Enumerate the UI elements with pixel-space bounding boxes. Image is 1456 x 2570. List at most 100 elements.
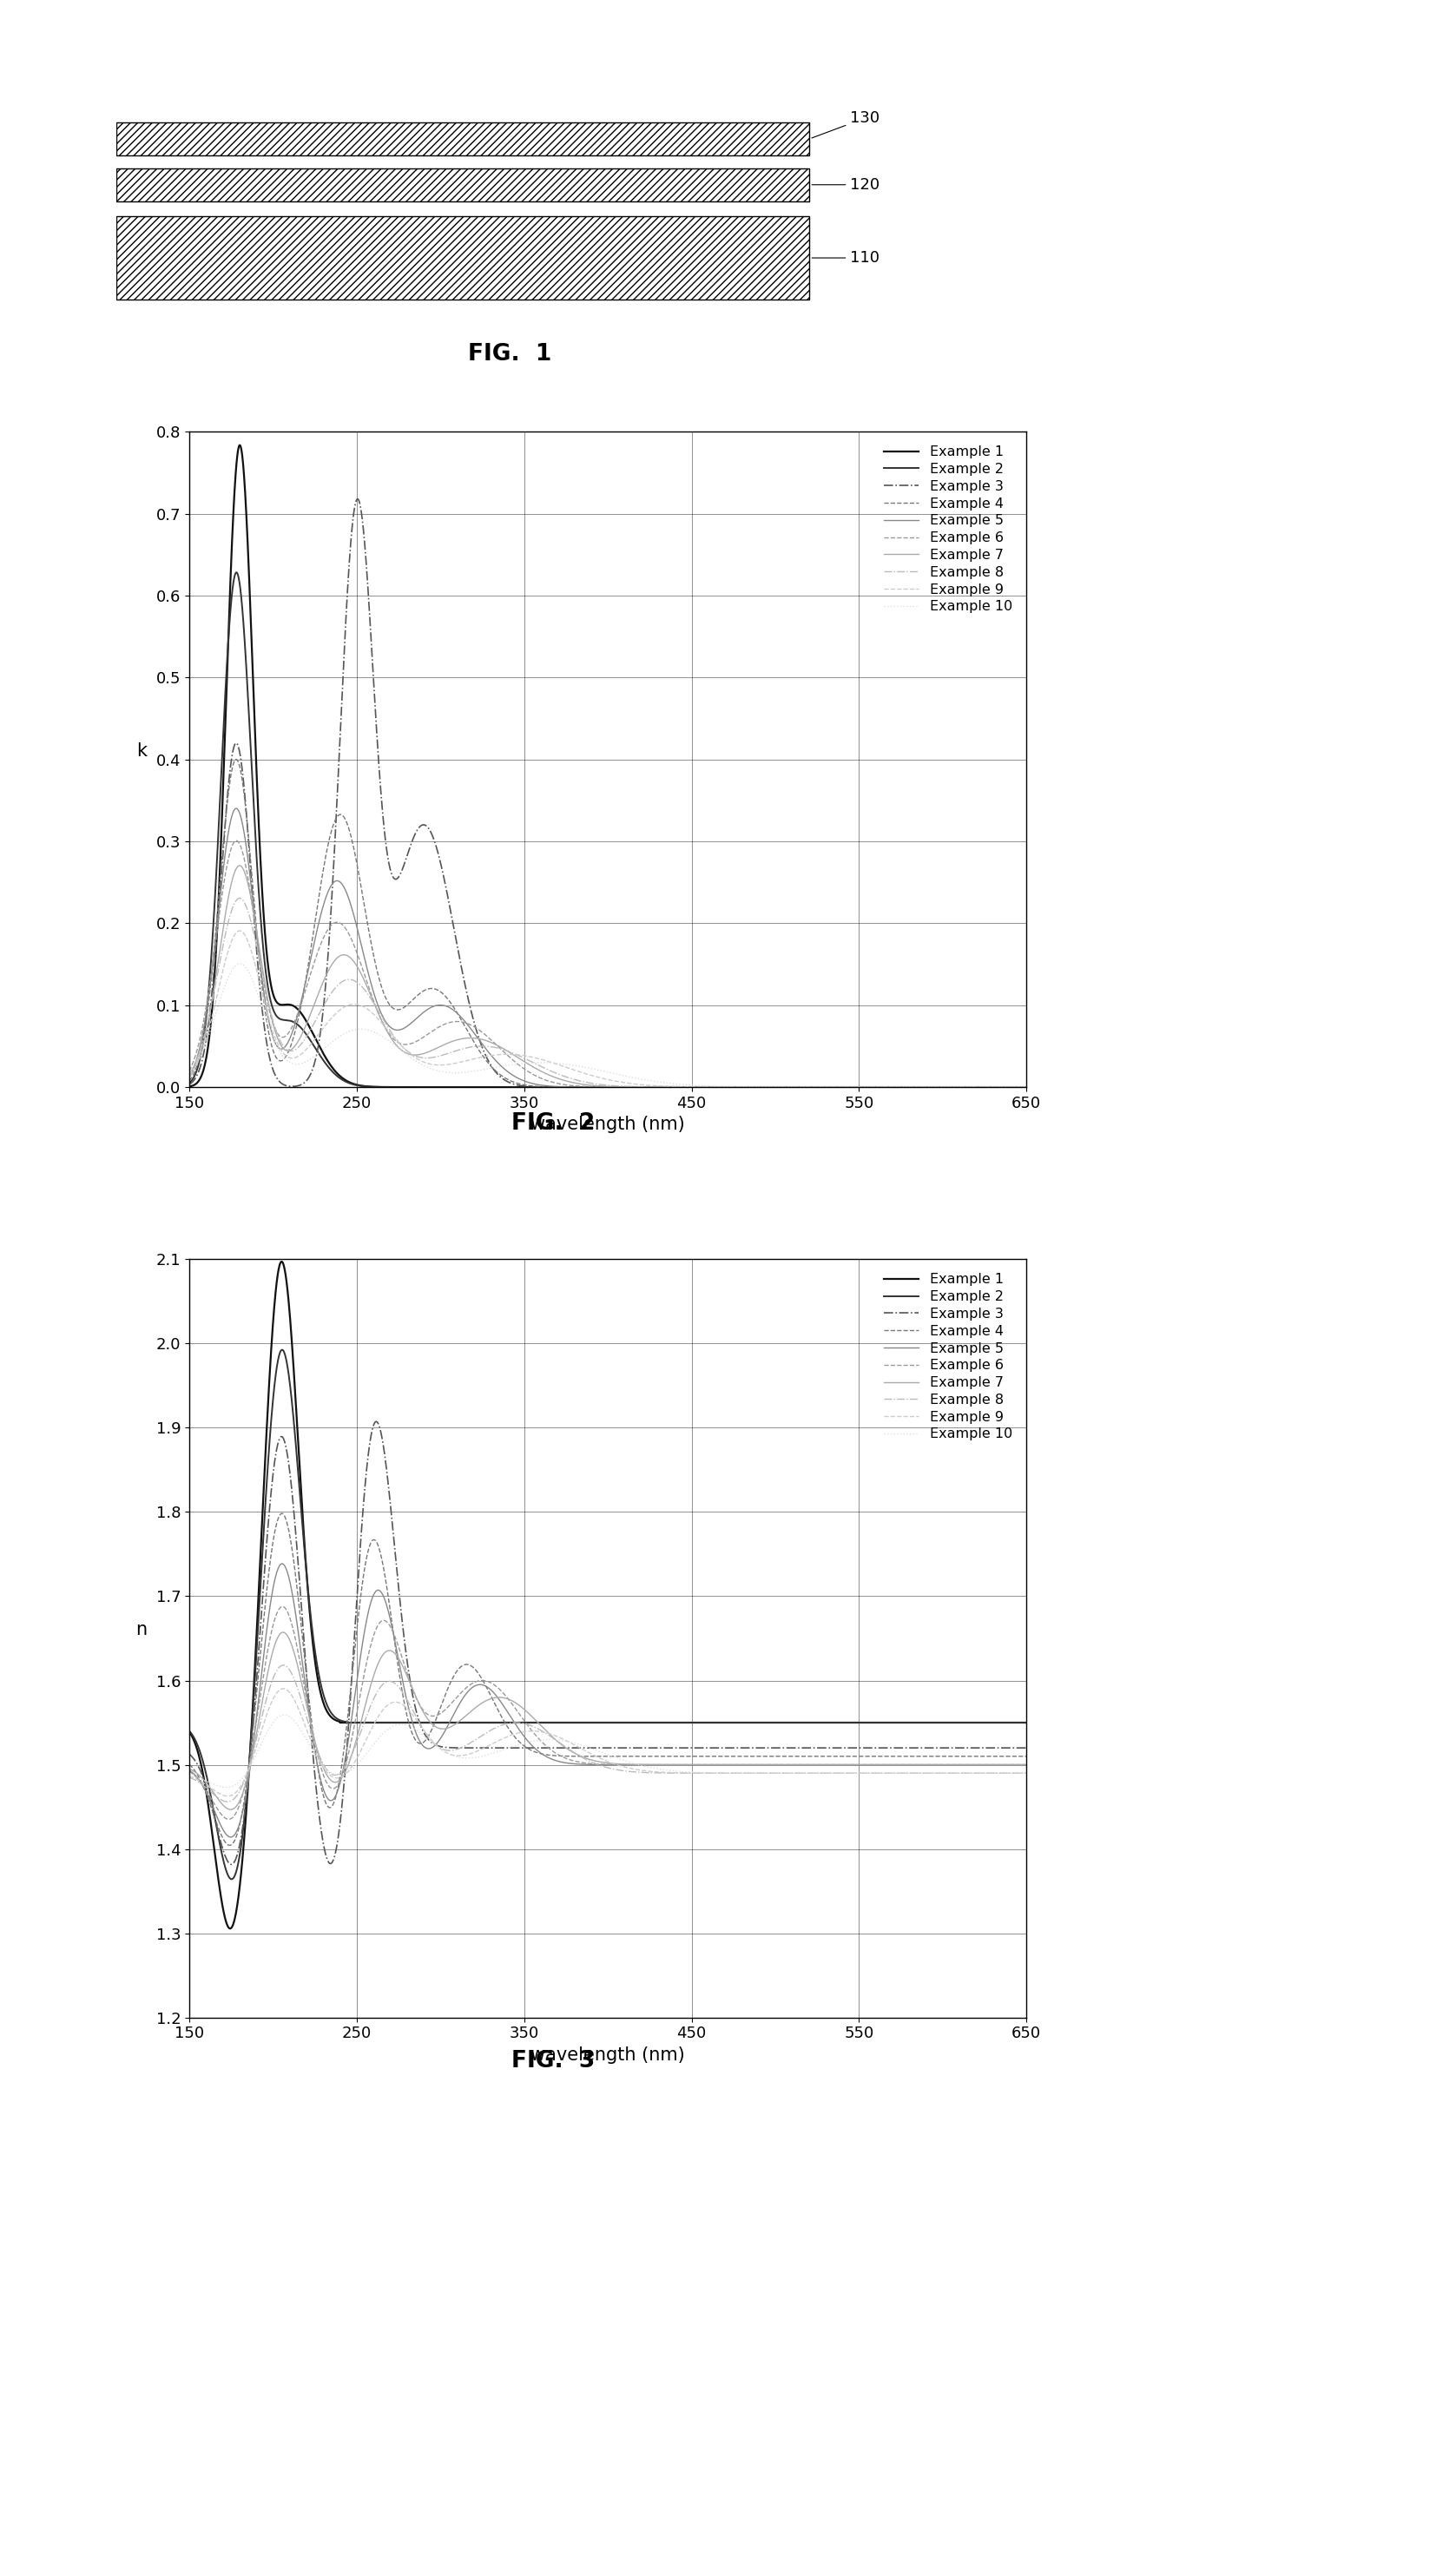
Example 5 bbox=[911, 1750, 929, 1781]
Example 4 bbox=[326, 1784, 344, 1814]
Example 2 bbox=[911, 1072, 929, 1103]
Example 1 bbox=[277, 1257, 294, 1288]
Example 7 bbox=[1002, 1072, 1019, 1103]
Y-axis label: n: n bbox=[135, 1622, 147, 1640]
Example 10 bbox=[1018, 1758, 1035, 1789]
Legend: Example 1, Example 2, Example 3, Example 4, Example 5, Example 6, Example 7, Exa: Example 1, Example 2, Example 3, Example… bbox=[877, 1267, 1019, 1447]
Example 8 bbox=[275, 1650, 293, 1681]
Example 9 bbox=[539, 1046, 556, 1077]
Line: Example 2: Example 2 bbox=[189, 1349, 1026, 1879]
Example 2 bbox=[502, 1072, 520, 1103]
Example 3 bbox=[349, 483, 367, 514]
Example 4 bbox=[1002, 1072, 1019, 1103]
Example 2 bbox=[539, 1706, 556, 1737]
Example 7 bbox=[232, 851, 249, 882]
Example 9 bbox=[1002, 1758, 1019, 1789]
Example 1 bbox=[539, 1706, 556, 1737]
Example 7 bbox=[1018, 1072, 1035, 1103]
Example 1 bbox=[272, 1246, 290, 1277]
Example 1 bbox=[326, 1704, 344, 1735]
Example 1 bbox=[911, 1706, 929, 1737]
Text: 130: 130 bbox=[812, 111, 879, 139]
Line: Example 1: Example 1 bbox=[189, 445, 1026, 1087]
Example 7 bbox=[277, 1036, 294, 1067]
Example 6 bbox=[277, 1020, 294, 1051]
Example 3 bbox=[502, 1067, 520, 1097]
Example 2 bbox=[1018, 1706, 1035, 1737]
Example 1 bbox=[502, 1706, 520, 1737]
Example 7 bbox=[181, 1061, 198, 1092]
Example 3 bbox=[911, 1732, 929, 1763]
Example 3 bbox=[277, 1069, 294, 1100]
Example 1 bbox=[326, 1056, 344, 1087]
Example 1 bbox=[1018, 1706, 1035, 1737]
Example 9 bbox=[911, 1072, 929, 1103]
Example 5 bbox=[277, 1031, 294, 1061]
FancyBboxPatch shape bbox=[116, 123, 810, 154]
Example 5 bbox=[502, 1059, 520, 1090]
Example 10 bbox=[181, 1059, 198, 1090]
Example 8 bbox=[539, 1054, 556, 1085]
Line: Example 10: Example 10 bbox=[189, 964, 1026, 1087]
Example 9 bbox=[232, 915, 249, 946]
Example 8 bbox=[502, 1706, 520, 1737]
Example 4 bbox=[1018, 1740, 1035, 1771]
Example 10 bbox=[1018, 1072, 1035, 1103]
Example 6 bbox=[220, 1804, 237, 1835]
Example 5 bbox=[326, 866, 344, 897]
Example 4 bbox=[1018, 1072, 1035, 1103]
Example 3 bbox=[911, 1072, 929, 1103]
Line: Example 5: Example 5 bbox=[189, 810, 1026, 1087]
Example 3 bbox=[539, 1732, 556, 1763]
Example 5 bbox=[277, 1552, 294, 1583]
Example 5 bbox=[502, 1701, 520, 1732]
Example 9 bbox=[275, 1673, 293, 1704]
Example 8 bbox=[218, 1786, 236, 1817]
Example 7 bbox=[502, 1686, 520, 1717]
Line: Example 7: Example 7 bbox=[189, 866, 1026, 1087]
Example 10 bbox=[218, 1771, 236, 1802]
Example 6 bbox=[181, 1755, 198, 1786]
Text: FIG.  3: FIG. 3 bbox=[511, 2051, 596, 2071]
Example 9 bbox=[218, 1781, 236, 1812]
Example 5 bbox=[181, 1061, 198, 1092]
Example 5 bbox=[1018, 1072, 1035, 1103]
Example 4 bbox=[221, 1830, 239, 1861]
Example 2 bbox=[1002, 1072, 1019, 1103]
Example 10 bbox=[181, 1760, 198, 1791]
Example 10 bbox=[502, 1732, 520, 1763]
Example 7 bbox=[539, 1059, 556, 1090]
Example 6 bbox=[502, 1043, 520, 1074]
Example 2 bbox=[227, 558, 245, 589]
Example 6 bbox=[539, 1064, 556, 1095]
Example 4 bbox=[539, 1072, 556, 1103]
Example 2 bbox=[326, 1059, 344, 1090]
Example 10 bbox=[1002, 1072, 1019, 1103]
Example 9 bbox=[502, 1719, 520, 1750]
Example 6 bbox=[326, 1773, 344, 1804]
Line: Example 8: Example 8 bbox=[189, 897, 1026, 1087]
Example 8 bbox=[539, 1719, 556, 1750]
Example 10 bbox=[911, 1072, 929, 1103]
Example 3 bbox=[181, 1740, 198, 1771]
Example 8 bbox=[326, 974, 344, 1005]
Example 2 bbox=[181, 1717, 198, 1748]
Example 5 bbox=[539, 1742, 556, 1773]
Example 6 bbox=[911, 1072, 929, 1103]
Example 3 bbox=[539, 1072, 556, 1103]
Example 9 bbox=[326, 1763, 344, 1794]
Example 4 bbox=[539, 1740, 556, 1771]
Example 2 bbox=[1018, 1072, 1035, 1103]
Example 6 bbox=[1002, 1750, 1019, 1781]
Example 2 bbox=[181, 1067, 198, 1097]
Line: Example 9: Example 9 bbox=[189, 930, 1026, 1087]
Example 9 bbox=[539, 1717, 556, 1748]
Line: Example 2: Example 2 bbox=[189, 573, 1026, 1087]
Legend: Example 1, Example 2, Example 3, Example 4, Example 5, Example 6, Example 7, Exa: Example 1, Example 2, Example 3, Example… bbox=[877, 439, 1019, 619]
Example 8 bbox=[1002, 1758, 1019, 1789]
Example 5 bbox=[1002, 1072, 1019, 1103]
Example 7 bbox=[274, 1617, 291, 1647]
Example 6 bbox=[911, 1750, 929, 1781]
Example 9 bbox=[1002, 1072, 1019, 1103]
Example 3 bbox=[181, 1069, 198, 1100]
